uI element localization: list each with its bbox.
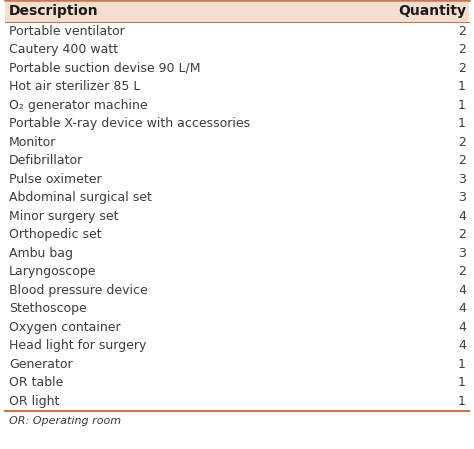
Text: Oxygen container: Oxygen container <box>9 321 120 334</box>
Text: O₂ generator machine: O₂ generator machine <box>9 99 147 112</box>
Text: 1: 1 <box>458 117 466 130</box>
Text: Hot air sterilizer 85 L: Hot air sterilizer 85 L <box>9 80 140 93</box>
Text: 4: 4 <box>458 210 466 223</box>
Text: 2: 2 <box>458 25 466 38</box>
Text: Cautery 400 watt: Cautery 400 watt <box>9 43 118 56</box>
Text: 4: 4 <box>458 321 466 334</box>
Text: Description: Description <box>9 4 99 18</box>
Text: Abdominal surgical set: Abdominal surgical set <box>9 191 152 204</box>
Text: 2: 2 <box>458 154 466 167</box>
Text: 1: 1 <box>458 80 466 93</box>
Text: OR light: OR light <box>9 395 59 408</box>
Text: Generator: Generator <box>9 358 73 371</box>
Text: Head light for surgery: Head light for surgery <box>9 339 146 352</box>
Text: Portable ventilator: Portable ventilator <box>9 25 125 38</box>
Text: 1: 1 <box>458 358 466 371</box>
Text: Stethoscope: Stethoscope <box>9 302 87 315</box>
Text: 1: 1 <box>458 395 466 408</box>
Text: 2: 2 <box>458 265 466 278</box>
Text: OR: Operating room: OR: Operating room <box>9 415 121 426</box>
Text: 4: 4 <box>458 302 466 315</box>
Text: Minor surgery set: Minor surgery set <box>9 210 118 223</box>
Text: 2: 2 <box>458 62 466 75</box>
Text: Blood pressure device: Blood pressure device <box>9 284 148 297</box>
Text: 1: 1 <box>458 376 466 389</box>
Text: 2: 2 <box>458 228 466 241</box>
Text: 3: 3 <box>458 173 466 186</box>
Text: Laryngoscope: Laryngoscope <box>9 265 97 278</box>
Text: 3: 3 <box>458 191 466 204</box>
Text: 4: 4 <box>458 284 466 297</box>
Text: OR table: OR table <box>9 376 64 389</box>
Text: Quantity: Quantity <box>398 4 466 18</box>
Text: Monitor: Monitor <box>9 136 56 149</box>
Text: 3: 3 <box>458 247 466 260</box>
Text: Portable suction devise 90 L/M: Portable suction devise 90 L/M <box>9 62 201 75</box>
Text: Orthopedic set: Orthopedic set <box>9 228 101 241</box>
Text: 1: 1 <box>458 99 466 112</box>
Bar <box>5 0 469 22</box>
Text: 2: 2 <box>458 136 466 149</box>
Text: Ambu bag: Ambu bag <box>9 247 73 260</box>
Text: 2: 2 <box>458 43 466 56</box>
Text: Portable X-ray device with accessories: Portable X-ray device with accessories <box>9 117 250 130</box>
Text: 4: 4 <box>458 339 466 352</box>
Text: Pulse oximeter: Pulse oximeter <box>9 173 101 186</box>
Text: Defibrillator: Defibrillator <box>9 154 83 167</box>
